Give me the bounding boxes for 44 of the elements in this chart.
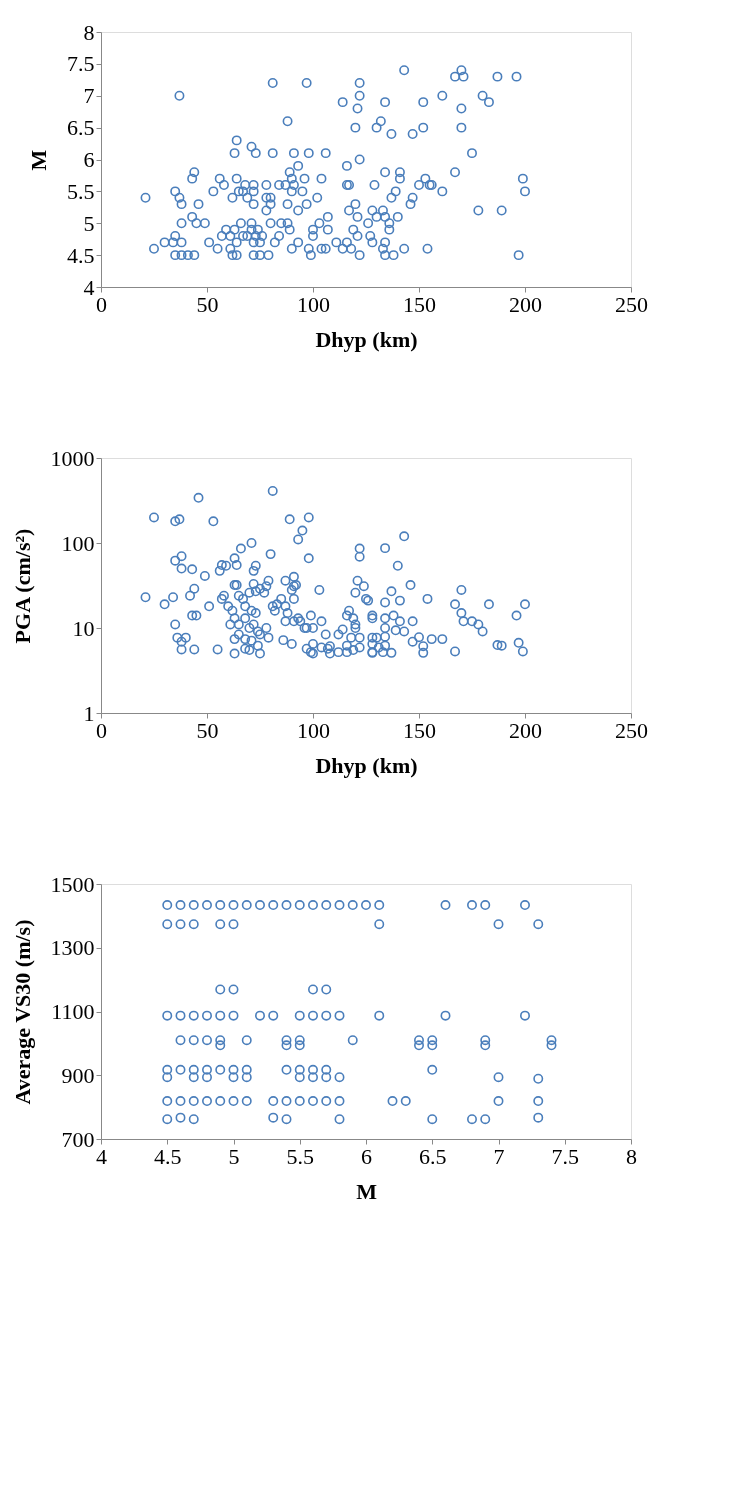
- y-tick-label: 7: [83, 83, 95, 109]
- x-tick-label: 7.5: [551, 1143, 579, 1169]
- x-tick-label: 5: [228, 1143, 240, 1169]
- y-tick-label: 10: [72, 615, 95, 641]
- x-tick-label: 100: [297, 717, 330, 743]
- y-tick-label: 5.5: [67, 178, 95, 204]
- x-axis-title: Dhyp (km): [315, 752, 418, 778]
- y-tick-label: 1: [83, 700, 95, 726]
- x-tick-label: 0: [96, 291, 107, 317]
- y-tick-label: 1100: [51, 999, 95, 1024]
- x-tick-label: 0: [96, 717, 107, 743]
- x-tick-label: 5.5: [286, 1143, 314, 1169]
- x-tick-label: 100: [297, 291, 330, 317]
- x-tick-label: 7: [493, 1143, 505, 1169]
- y-axis-title: M: [26, 149, 51, 171]
- x-tick-label: 150: [403, 717, 436, 743]
- y-tick-label: 100: [61, 530, 95, 556]
- y-tick-label: 6: [83, 147, 95, 172]
- y-tick-label: 900: [61, 1062, 95, 1088]
- x-tick-label: 50: [196, 291, 219, 317]
- y-tick-label: 8: [83, 19, 95, 45]
- x-axis-title: Dhyp (km): [315, 326, 418, 352]
- x-tick-label: 6: [361, 1143, 372, 1169]
- x-axis-title: M: [356, 1178, 378, 1204]
- x-tick-label: 200: [509, 291, 542, 317]
- x-tick-label: 4.5: [154, 1143, 182, 1169]
- y-tick-label: 6.5: [67, 115, 95, 141]
- x-tick-label: 6.5: [419, 1143, 447, 1169]
- y-tick-label: 5: [83, 210, 95, 236]
- y-tick-label: 1300: [50, 935, 95, 961]
- y-tick-label: 1500: [50, 871, 95, 897]
- y-axis-title: PGA (cm/s²): [9, 528, 35, 644]
- y-tick-label: 700: [61, 1126, 95, 1152]
- y-axis-title: Average VS30 (m/s): [9, 919, 35, 1105]
- y-tick-label: 1000: [50, 445, 95, 471]
- y-tick-label: 4: [83, 274, 95, 300]
- x-tick-label: 250: [615, 291, 648, 317]
- x-tick-label: 8: [626, 1143, 637, 1169]
- y-tick-label: 4.5: [67, 242, 95, 268]
- y-tick-label: 7.5: [67, 51, 95, 77]
- x-tick-label: 50: [196, 717, 219, 743]
- x-tick-label: 150: [403, 291, 436, 317]
- x-tick-label: 200: [509, 717, 542, 743]
- x-tick-label: 250: [615, 717, 648, 743]
